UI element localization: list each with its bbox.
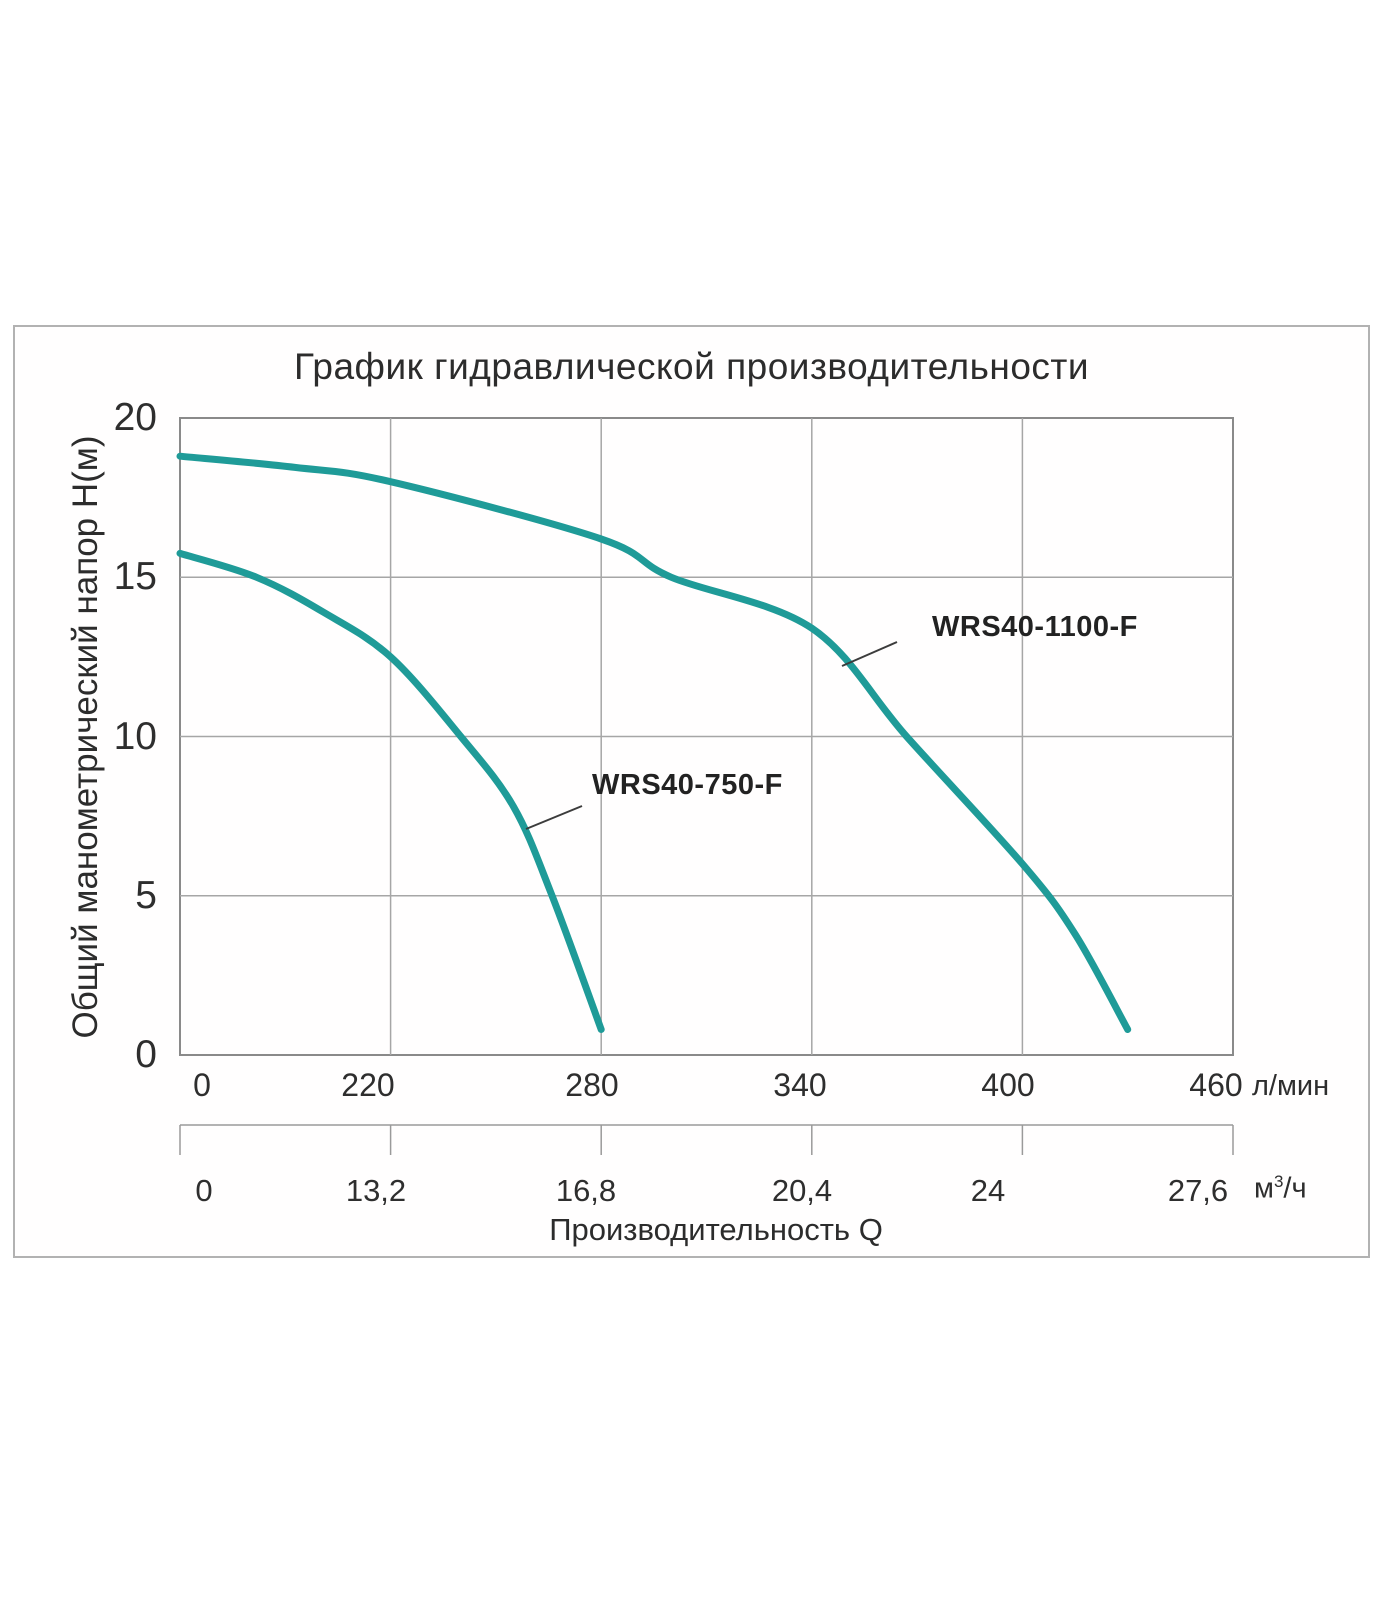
x-axis-title: Производительность Q <box>549 1212 883 1247</box>
y-tick-label: 0 <box>135 1033 157 1076</box>
leader-line-wrs40-1100-f <box>841 641 898 667</box>
y-tick-label: 20 <box>113 396 157 439</box>
x-tick-label-m3h: 20,4 <box>771 1173 833 1208</box>
x-unit-m3h: м3/ч <box>1254 1172 1307 1206</box>
x-tick-label-m3h: 24 <box>970 1173 1006 1208</box>
chart-panel <box>13 325 1370 1258</box>
x-unit-lmin: л/мин <box>1252 1070 1329 1103</box>
x-tick-label-m3h: 13,2 <box>345 1173 407 1208</box>
x-tick-label-lmin: 0 <box>193 1067 211 1103</box>
curve-label-wrs40-750-f: WRS40-750-F <box>592 769 783 801</box>
x-tick-label-m3h: 27,6 <box>1167 1173 1229 1208</box>
x-tick-label-m3h: 0 <box>195 1173 213 1208</box>
y-tick-label: 10 <box>113 714 157 758</box>
curve-wrs40-750-f <box>176 549 605 1033</box>
chart-title: График гидравлической производительности <box>293 346 1090 387</box>
x-unit-m3h-rest: /ч <box>1283 1172 1307 1205</box>
x-tick-label-lmin: 220 <box>341 1067 395 1103</box>
x-tick-label-lmin: 400 <box>981 1067 1035 1103</box>
curve-label-wrs40-1100-f: WRS40-1100-F <box>932 611 1138 643</box>
x-unit-m3h-sup: 3 <box>1273 1172 1284 1191</box>
x-tick-label-lmin: 460 <box>1189 1067 1243 1103</box>
x-tick-label-lmin: 280 <box>565 1067 619 1103</box>
curve-wrs40-1100-f <box>176 452 1132 1033</box>
x-tick-label-lmin: 340 <box>773 1067 827 1103</box>
x-tick-label-m3h: 16,8 <box>555 1173 617 1208</box>
x-unit-lmin-text: л/мин <box>1252 1070 1330 1102</box>
y-tick-label: 15 <box>113 555 157 599</box>
leader-line-wrs40-750-f <box>525 805 583 830</box>
x-unit-m3h-base: м <box>1254 1172 1274 1205</box>
y-tick-label: 5 <box>135 873 157 917</box>
